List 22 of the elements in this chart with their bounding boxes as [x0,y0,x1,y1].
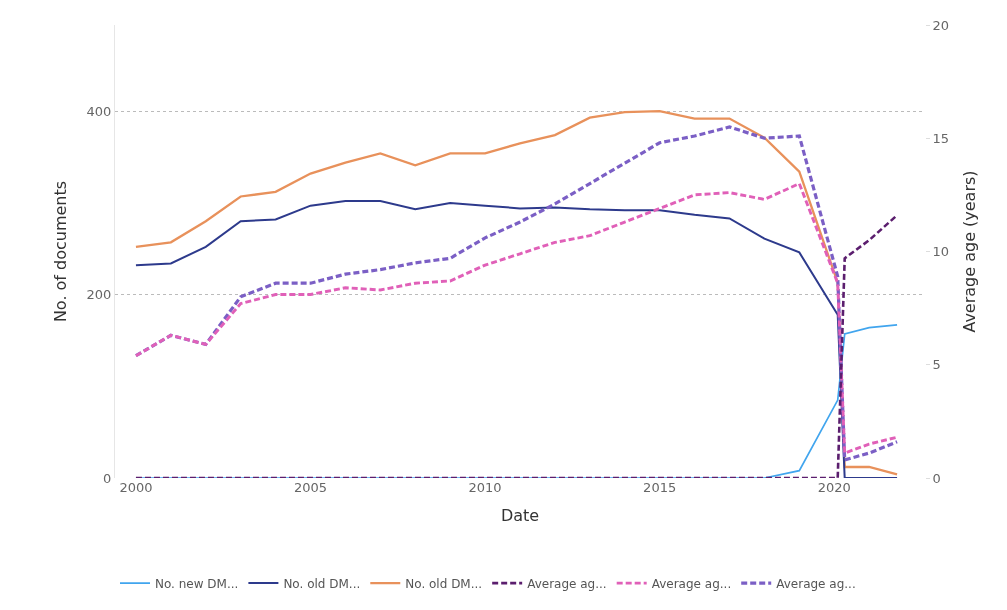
x-tick-label: 2000 [119,480,153,495]
y2-tick-label: 0 [932,470,941,486]
legend-label: No. old DM... [405,576,483,591]
legend-label: No. new DM... [155,576,239,591]
y-tick-label: 200 [86,287,112,303]
legend-label: No. old DM... [283,576,361,591]
y2-tick-label: 5 [932,357,941,373]
y2-axis-title: Average age (years) [959,170,979,333]
x-axis-title: Date [500,505,540,525]
x-tick-label: 2010 [468,480,502,495]
legend-label: Average ag... [651,576,732,591]
x-tick-label: 2020 [817,480,851,495]
y2-tick-label: 20 [932,17,950,33]
legend-label: Average ag... [776,576,856,591]
y-tick-label: 0 [103,470,112,486]
y2-tick-label: 10 [932,244,950,260]
legend-label: Average ag... [527,576,607,591]
x-tick-label: 2005 [293,480,328,495]
y-tick-label: 400 [86,103,112,119]
x-tick-label: 2015 [643,480,677,495]
y-axis-title: No. of documents [51,180,71,323]
y2-tick-label: 15 [932,130,950,146]
